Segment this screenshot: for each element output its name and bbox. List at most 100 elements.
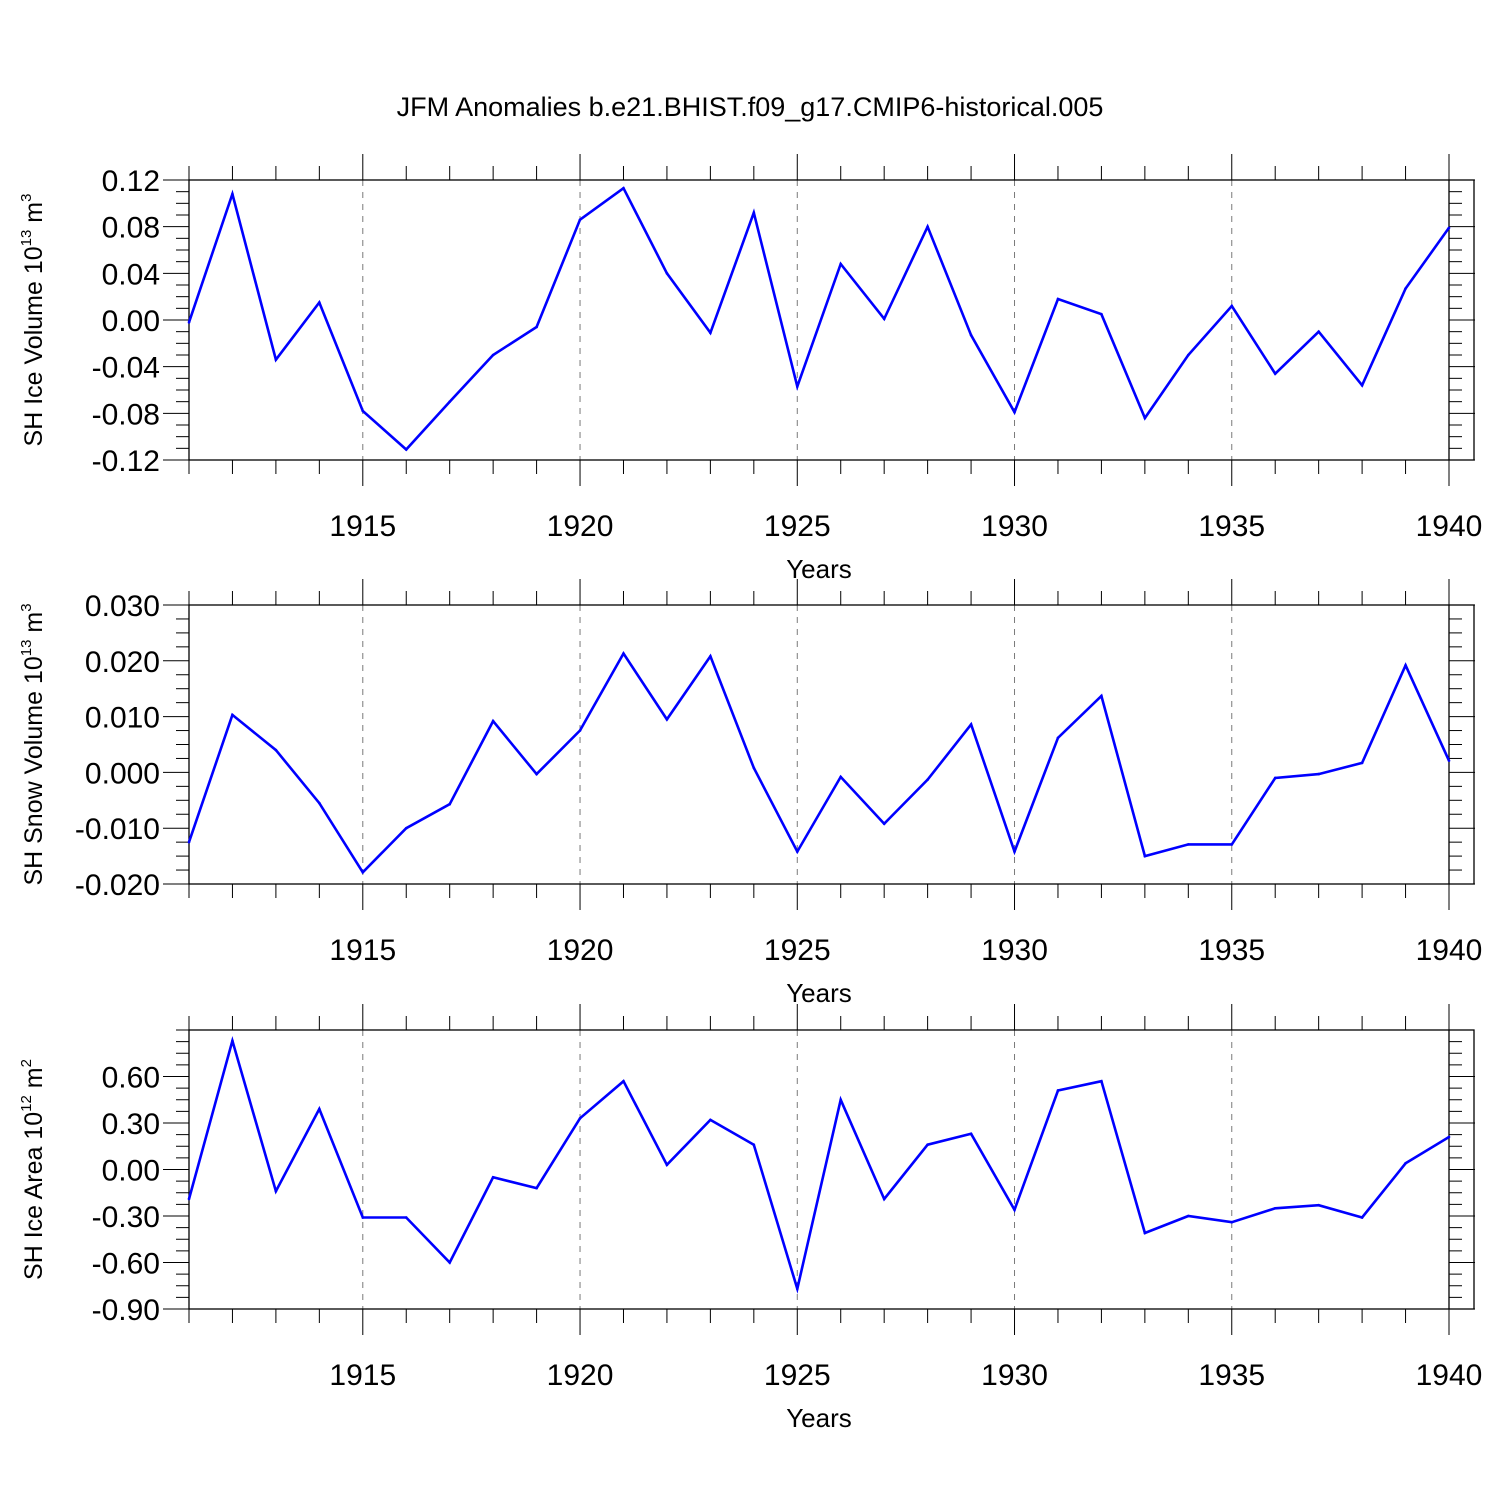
- data-point: [795, 850, 799, 853]
- x-tick-label: 1935: [1198, 1359, 1265, 1392]
- data-point: [926, 1143, 929, 1146]
- figure-title: JFM Anomalies b.e21.BHIST.f09_g17.CMIP6-…: [397, 92, 1104, 122]
- data-point: [448, 802, 451, 806]
- data-point: [187, 840, 191, 844]
- y-tick-label: -0.020: [75, 869, 160, 902]
- x-tick-label: 1935: [1198, 934, 1265, 967]
- data-point: [752, 1143, 756, 1146]
- data-point: [1273, 372, 1277, 375]
- data-point: [318, 301, 321, 304]
- data-point: [709, 1118, 712, 1122]
- data-point: [491, 1175, 495, 1179]
- data-point: [665, 1163, 669, 1167]
- data-point: [1317, 772, 1320, 776]
- x-tick-label: 1930: [981, 1359, 1048, 1392]
- y-axis-title: SH Snow Volume 1013 m3: [18, 603, 48, 885]
- data-point: [491, 719, 495, 723]
- y-tick-label: -0.60: [92, 1248, 160, 1281]
- data-point: [535, 772, 538, 776]
- y-tick-label: 0.12: [102, 165, 160, 198]
- x-tick-label: 1915: [329, 510, 396, 543]
- data-point: [578, 218, 582, 221]
- data-point: [665, 718, 669, 721]
- y-tick-label: -0.010: [75, 813, 160, 846]
- data-point: [361, 870, 365, 874]
- y-tick-label: 0.60: [102, 1062, 160, 1095]
- y-tick-label: -0.12: [92, 445, 160, 478]
- data-point: [1230, 304, 1234, 308]
- x-tick-label: 1940: [1416, 510, 1483, 543]
- x-axis-title: Years: [786, 1403, 852, 1433]
- data-point: [1187, 1214, 1190, 1218]
- data-point: [665, 272, 669, 275]
- data-point: [1100, 1079, 1103, 1083]
- data-point: [274, 1189, 278, 1193]
- x-tick-label: 1925: [764, 1359, 831, 1392]
- data-point: [578, 1117, 582, 1120]
- data-point: [709, 331, 712, 335]
- data-point: [1360, 761, 1364, 765]
- y-tick-label: 0.08: [102, 212, 160, 245]
- data-point: [969, 333, 973, 337]
- x-tick-label: 1920: [547, 934, 614, 967]
- data-point: [1360, 1216, 1364, 1219]
- data-point: [1230, 1220, 1234, 1224]
- plot-frame: [188, 179, 1475, 461]
- y-tick-label: 0.000: [85, 757, 160, 790]
- y-tick-label: 0.30: [102, 1108, 160, 1141]
- y-tick-label: -0.90: [92, 1294, 160, 1327]
- y-tick-label: 0.010: [85, 702, 160, 735]
- panel-2: 0.030 0.020 0.010 0.000 -0.010 -0.020 1915 1920…: [18, 579, 1482, 1008]
- data-point: [274, 748, 278, 752]
- x-tick-label: 1930: [981, 934, 1048, 967]
- data-point: [448, 1261, 451, 1264]
- data-point: [1317, 1203, 1320, 1207]
- data-point: [1317, 330, 1320, 333]
- y-axis-title: SH Ice Volume 1013 m3: [18, 194, 48, 447]
- data-point: [1187, 843, 1190, 846]
- data-point: [1273, 1206, 1277, 1210]
- data-point: [1100, 312, 1103, 316]
- data-point: [969, 1132, 973, 1136]
- data-point: [231, 192, 234, 196]
- data-point: [622, 1079, 625, 1083]
- data-point: [318, 801, 321, 805]
- data-point: [969, 723, 973, 726]
- panels: 0.12 0.08 0.04 0.00 -0.04 -0.08 -0.12 1915 1920 1…: [18, 154, 1482, 1433]
- data-point: [926, 225, 929, 228]
- data-point: [795, 385, 799, 388]
- data-point: [1143, 854, 1147, 858]
- data-point: [1230, 843, 1234, 846]
- y-tick-label: 0.020: [85, 646, 160, 679]
- data-point: [1404, 287, 1407, 290]
- x-axis-title: Years: [786, 978, 852, 1008]
- data-point: [318, 1107, 321, 1111]
- data-point: [1056, 736, 1060, 740]
- y-tick-label: 0.00: [102, 1155, 160, 1188]
- data-point: [1013, 1208, 1016, 1212]
- data-point: [361, 409, 365, 413]
- y-tick-label: 0.00: [102, 305, 160, 338]
- data-point: [1013, 410, 1016, 414]
- data-point: [1447, 759, 1451, 762]
- data-point: [1447, 226, 1451, 230]
- data-point: [1447, 1135, 1451, 1139]
- data-point: [622, 186, 625, 190]
- x-tick-label: 1915: [329, 1359, 396, 1392]
- data-point: [1404, 663, 1407, 667]
- data-point: [187, 321, 191, 324]
- data-point: [839, 262, 843, 266]
- x-tick-label: 1940: [1416, 934, 1483, 967]
- data-point: [752, 211, 756, 214]
- data-point: [622, 652, 625, 655]
- data-point: [1273, 776, 1277, 780]
- data-point: [1013, 850, 1016, 853]
- x-tick-label: 1935: [1198, 510, 1265, 543]
- data-point: [535, 1186, 538, 1190]
- data-point: [187, 1197, 191, 1201]
- data-point: [1100, 694, 1103, 698]
- data-point: [404, 448, 408, 451]
- x-tick-label: 1925: [764, 934, 831, 967]
- data-point: [535, 325, 538, 329]
